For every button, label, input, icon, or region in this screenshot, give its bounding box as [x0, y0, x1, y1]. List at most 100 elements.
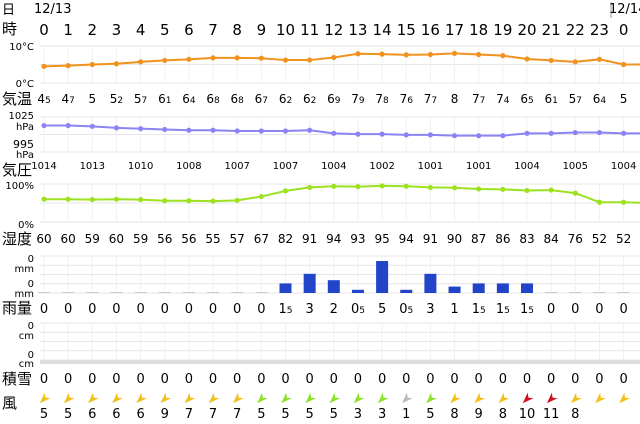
temperature-data-label: 5 — [88, 92, 96, 106]
rain-data-label: 0 — [64, 302, 72, 317]
wind-speed-label: 6 — [112, 407, 120, 422]
humidity-point — [234, 197, 240, 203]
rain-row-label: 雨量 — [2, 299, 33, 317]
wind-speed-label: 5 — [40, 407, 48, 422]
pressure-data-label: 1007 — [224, 161, 249, 172]
wind-arrow — [136, 392, 147, 404]
temperature-point — [524, 56, 530, 62]
humidity-point — [548, 187, 554, 193]
temperature-series-line — [43, 52, 640, 68]
snow-axis-unit-bottom: cm — [19, 359, 34, 370]
humidity-point — [65, 196, 71, 202]
hour-tick-label: 20 — [517, 21, 536, 39]
snow-data-label: 0 — [595, 372, 603, 387]
wind-speed-label: 5 — [281, 407, 289, 422]
humidity-axis-bottom: 0% — [18, 220, 34, 231]
pressure-data-label: 1004 — [321, 161, 346, 172]
temperature-data-label: 79 — [351, 92, 365, 106]
snow-axis-top: 0 — [28, 321, 34, 332]
wind-speed-label: 7 — [185, 407, 193, 422]
humidity-data-label: 83 — [519, 232, 534, 246]
temperature-data-label: 57 — [134, 92, 147, 106]
humidity-data-label: 57 — [230, 232, 245, 246]
rain-data-label: 3 — [426, 302, 434, 317]
rain-data-label: 0 — [547, 302, 555, 317]
humidity-point — [307, 184, 313, 191]
pressure-data-label: 1013 — [80, 161, 105, 172]
wind-speed-label: 11 — [543, 407, 560, 422]
snow-data-label: 0 — [64, 372, 72, 387]
hour-tick-label: 14 — [373, 21, 392, 39]
rain-data-label: 0 — [209, 302, 217, 317]
humidity-point — [500, 186, 506, 192]
wind-arrow — [305, 392, 317, 404]
hour-tick-label: 7 — [208, 21, 218, 39]
rain-data-label: 15 — [496, 302, 510, 317]
pressure-data-label: 1002 — [369, 161, 394, 172]
snow-axis-unit-top: cm — [19, 331, 34, 342]
temperature-data-label: 64 — [182, 92, 196, 106]
rain-bar — [376, 261, 389, 293]
rain-data-label: 0 — [257, 302, 265, 317]
hour-tick-label: 2 — [88, 21, 98, 39]
temperature-point — [307, 57, 313, 63]
humidity-data-label: 56 — [157, 232, 172, 246]
snow-axis-bottom: 0 — [28, 350, 34, 361]
temperature-data-label: 57 — [569, 92, 582, 106]
humidity-row-label: 湿度 — [2, 230, 33, 248]
pressure-point — [355, 131, 361, 137]
pressure-point — [65, 122, 71, 129]
rain-data-label: 0 — [185, 302, 193, 317]
hour-tick-label: 13 — [348, 21, 367, 39]
temperature-data-label: 64 — [593, 92, 607, 106]
wind-arrow — [112, 392, 123, 404]
snow-data-label: 0 — [185, 372, 193, 387]
wind-arrow — [39, 392, 51, 404]
hour-tick-label: 6 — [184, 21, 194, 39]
humidity-data-label: 95 — [374, 232, 389, 246]
rain-bar — [86, 292, 99, 293]
snow-data-label: 0 — [40, 372, 48, 387]
humidity-data-label: 76 — [568, 232, 583, 246]
temperature-data-label: 76 — [400, 92, 414, 106]
temperature-point — [596, 56, 603, 62]
snow-data-label: 0 — [426, 372, 434, 387]
snow-data-label: 0 — [571, 372, 579, 387]
wind-speed-label: 10 — [519, 407, 536, 422]
humidity-data-label: 67 — [254, 232, 269, 246]
temperature-point — [162, 57, 168, 64]
wind-arrow — [208, 392, 220, 404]
wind-speed-label: 5 — [257, 407, 265, 422]
hour-tick-label: 0 — [619, 21, 629, 39]
pressure-point — [596, 129, 603, 136]
snow-data-label: 0 — [354, 372, 362, 387]
temperature-data-label: 5 — [620, 92, 628, 106]
humidity-data-label: 91 — [302, 232, 317, 246]
wind-arrow — [353, 392, 365, 404]
rain-data-label: 0 — [571, 302, 579, 317]
humidity-point — [89, 196, 95, 203]
rain-axis-bottom: 0 — [28, 279, 34, 290]
temperature-data-label: 77 — [424, 92, 437, 106]
hour-tick-label: 8 — [232, 21, 242, 39]
wind-speed-label: 1 — [402, 407, 410, 422]
hour-tick-label: 4 — [136, 21, 146, 39]
rain-bar — [207, 292, 220, 293]
rain-bar — [448, 286, 461, 293]
temperature-data-label: 47 — [61, 92, 74, 106]
wind-speed-label: 5 — [306, 407, 314, 422]
pressure-data-label: 1001 — [466, 161, 491, 172]
snow-data-label: 0 — [547, 372, 555, 387]
rain-data-label: 1 — [450, 302, 458, 317]
hour-tick-label: 5 — [160, 21, 170, 39]
wind-arrow — [522, 392, 534, 404]
temperature-data-label: 67 — [255, 92, 268, 106]
date-label-day2: 12/14 — [609, 2, 640, 17]
rain-bar — [424, 273, 437, 293]
wind-speed-label: 6 — [136, 407, 144, 422]
temperature-data-label: 68 — [206, 92, 220, 106]
temperature-point — [500, 53, 506, 59]
rain-bar — [496, 283, 509, 293]
pressure-series-line — [44, 124, 640, 137]
snow-data-label: 0 — [161, 372, 169, 387]
